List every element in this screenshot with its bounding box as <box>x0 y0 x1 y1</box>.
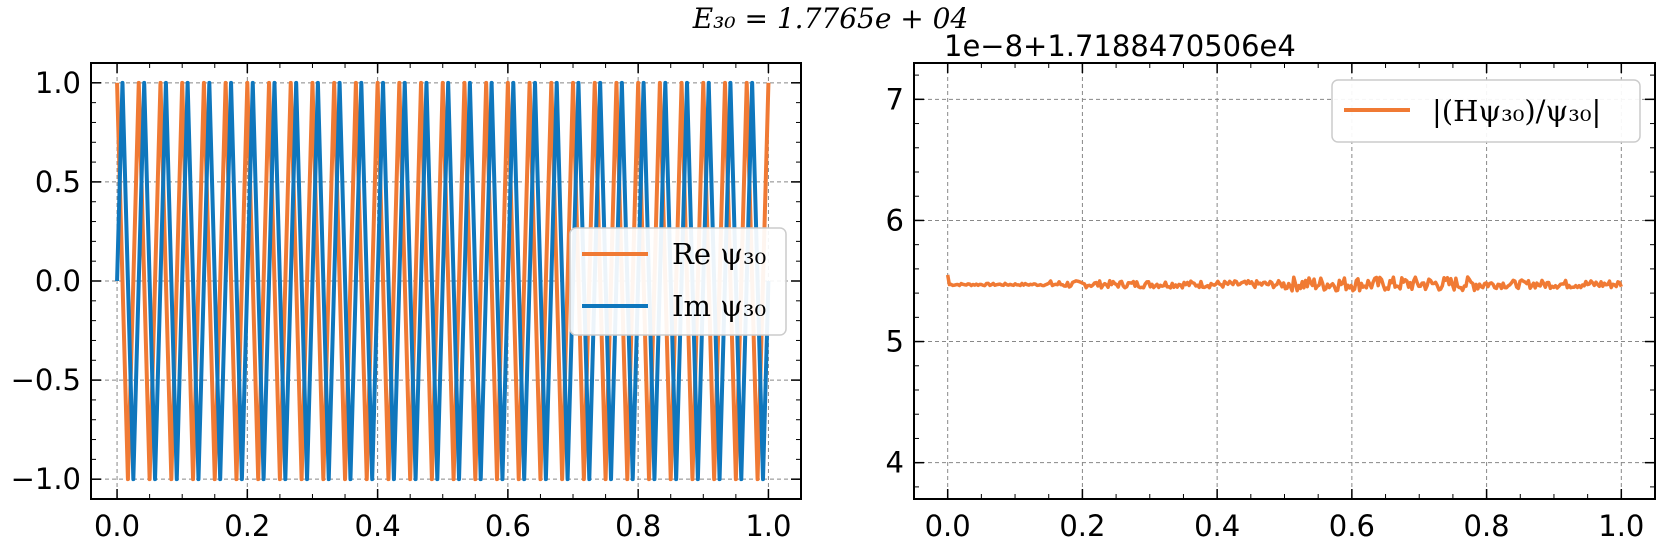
real-part-series-line <box>115 80 771 482</box>
left-x-tick-label: 0.8 <box>615 509 661 543</box>
left-axes-frame <box>90 62 802 500</box>
right-x-tick-labels: 0.0 0.2 0.4 0.6 0.8 1.0 <box>925 509 1645 543</box>
right-y-tick-label: 5 <box>886 325 904 359</box>
left-y-tick-label: 0.5 <box>35 165 81 199</box>
right-subplot: 0.0 0.2 0.4 0.6 0.8 1.0 4 5 6 7 1e−8+1.718847050… <box>886 29 1656 543</box>
right-x-tick-label: 0.4 <box>1194 509 1240 543</box>
y-offset-label: 1e−8+1.7188470506e4 <box>944 29 1296 63</box>
left-y-tick-label: 1.0 <box>35 66 81 100</box>
right-series-lines <box>945 274 1623 293</box>
left-y-tick-labels: −1.0 −0.5 0.0 0.5 1.0 <box>11 66 81 496</box>
left-legend: Re ψ₃₀ Im ψ₃₀ <box>569 227 787 336</box>
right-y-tick-label: 4 <box>886 446 904 480</box>
figure-title: E₃₀ = 1.7765e + 04 <box>692 2 969 35</box>
legend-label-real: Re ψ₃₀ <box>672 237 766 271</box>
right-x-tick-label: 1.0 <box>1598 509 1644 543</box>
left-x-tick-label: 0.4 <box>355 509 401 543</box>
left-subplot: 0.0 0.2 0.4 0.6 0.8 1.0 −1.0 −0.5 0.0 0.5 1.0 Re … <box>11 62 802 543</box>
left-x-tick-label: 0.6 <box>485 509 531 543</box>
right-x-tick-label: 0.6 <box>1329 509 1375 543</box>
right-y-tick-labels: 4 5 6 7 <box>886 82 904 479</box>
right-axes-frame <box>913 62 1656 500</box>
right-x-tick-label: 0.2 <box>1059 509 1105 543</box>
right-y-tick-label: 7 <box>886 82 904 116</box>
right-x-tick-label: 0.0 <box>925 509 971 543</box>
right-y-tick-label: 6 <box>886 203 904 237</box>
left-x-tick-label: 0.2 <box>224 509 270 543</box>
left-x-tick-labels: 0.0 0.2 0.4 0.6 0.8 1.0 <box>94 509 792 543</box>
left-y-tick-label: −0.5 <box>11 363 81 397</box>
left-y-tick-label: 0.0 <box>35 264 81 298</box>
legend-label-imag: Im ψ₃₀ <box>672 289 766 323</box>
left-x-tick-label: 0.0 <box>94 509 140 543</box>
right-legend-box <box>1331 79 1641 143</box>
legend-label-ratio: |(Hψ₃₀)/ψ₃₀| <box>1432 94 1601 128</box>
ratio-series-line <box>945 274 1623 293</box>
left-x-tick-label: 1.0 <box>745 509 791 543</box>
right-x-tick-label: 0.8 <box>1464 509 1510 543</box>
left-y-tick-label: −1.0 <box>11 462 81 496</box>
right-legend: |(Hψ₃₀)/ψ₃₀| <box>1331 79 1641 143</box>
